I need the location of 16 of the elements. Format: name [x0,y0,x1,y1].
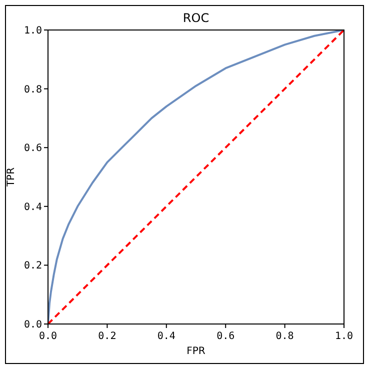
x-tick-label: 0.2 [98,331,116,342]
x-tick-label: 0.4 [157,331,176,342]
y-tick-label: 0.2 [24,260,42,272]
y-tick-label: 0.6 [24,143,42,154]
chart-title: ROC [182,11,210,25]
line-series [48,30,344,324]
y-tick-label: 0.4 [24,202,42,213]
x-tick-label: 0.0 [38,331,58,342]
y-tick-label: 0.0 [24,320,42,330]
x-tick-label: 0.8 [276,331,294,342]
y-axis-title: TPR [6,167,17,188]
x-tick-label: 1.0 [334,331,354,342]
x-axis-title: FPR [186,346,206,357]
y-tick-label: 1.0 [24,26,42,36]
y-tick-label: 0.8 [24,84,42,96]
x-tick-label: 0.6 [216,331,235,342]
